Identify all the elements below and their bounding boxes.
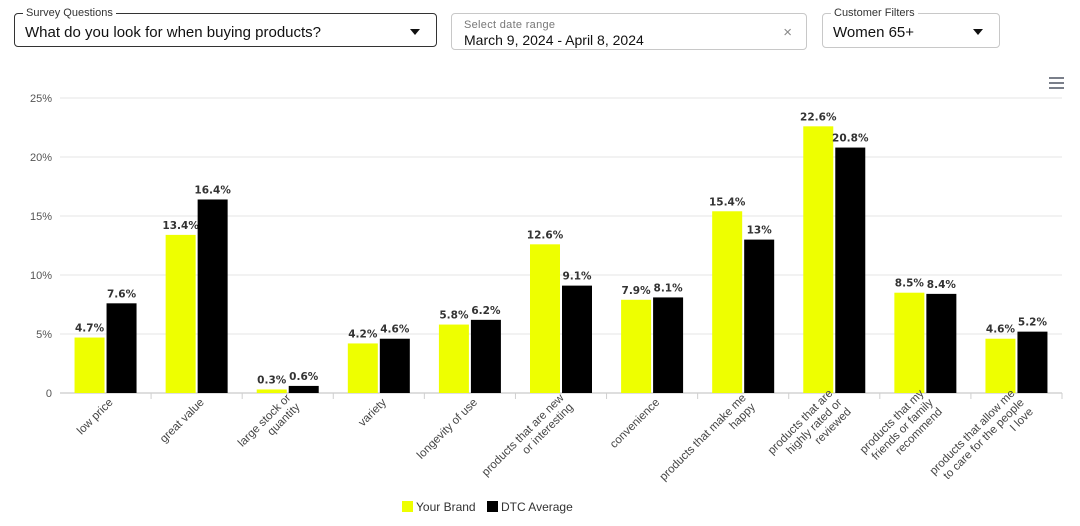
bar <box>562 285 592 393</box>
chevron-down-icon[interactable] <box>410 29 420 35</box>
date-range-label: Select date range <box>464 19 556 31</box>
bar <box>288 385 319 393</box>
customer-filters-label: Customer Filters <box>831 6 918 20</box>
x-tick-label: large stock orquantity <box>236 392 303 459</box>
x-tick-label: products that myfriends or familyrecomme… <box>858 387 945 474</box>
data-label: 13.4% <box>162 220 199 232</box>
survey-questions-label: Survey Questions <box>23 6 116 20</box>
data-label: 8.5% <box>895 278 925 290</box>
x-tick-label: variety <box>357 396 390 429</box>
x-tick-label: products that allow meto care for the pe… <box>928 388 1036 496</box>
data-label: 22.6% <box>800 111 837 123</box>
bar <box>165 234 196 393</box>
data-label: 13% <box>747 225 773 237</box>
bar <box>1017 331 1048 393</box>
y-tick-label: 25% <box>30 93 52 105</box>
x-tick-label-line: products that are new <box>480 392 567 479</box>
date-range-value: March 9, 2024 - April 8, 2024 <box>464 32 644 48</box>
x-tick-label-line: variety <box>357 396 390 429</box>
bar <box>347 343 378 393</box>
bar <box>803 126 834 393</box>
x-tick-label-line: longevity of use <box>415 397 480 462</box>
data-label: 5.8% <box>439 310 469 322</box>
data-label: 6.2% <box>471 305 501 317</box>
x-tick-label-line: convenience <box>608 397 662 451</box>
x-tick-label-line: low price <box>75 397 116 438</box>
legend-item-dtc-average[interactable]: DTC Average <box>486 500 573 514</box>
bar <box>256 389 287 393</box>
bar <box>197 199 228 393</box>
legend-item-your-brand[interactable]: Your Brand <box>402 500 476 514</box>
data-label: 7.6% <box>107 288 137 300</box>
bar <box>835 147 866 393</box>
bar <box>470 319 501 393</box>
data-label: 9.1% <box>562 271 592 283</box>
bar <box>106 303 137 393</box>
x-tick-label: longevity of use <box>415 397 480 462</box>
close-icon[interactable]: × <box>783 24 792 41</box>
data-label: 15.4% <box>709 196 746 208</box>
data-label: 12.6% <box>527 229 564 241</box>
bar <box>653 297 684 393</box>
y-tick-label: 20% <box>30 152 52 164</box>
x-tick-label: products that are newor interesting <box>480 392 576 488</box>
bar <box>926 293 957 393</box>
y-tick-label: 10% <box>30 270 52 282</box>
date-range-picker[interactable]: Select date range March 9, 2024 - April … <box>451 13 807 50</box>
bar <box>74 337 105 393</box>
data-label: 16.4% <box>194 184 231 196</box>
bar <box>744 239 775 393</box>
x-tick-label: convenience <box>608 397 662 451</box>
customer-filter-value: Women 65+ <box>833 24 915 41</box>
data-label: 8.1% <box>654 282 684 294</box>
y-tick-label: 5% <box>36 329 52 341</box>
x-tick-label-line: great value <box>158 397 207 446</box>
x-tick-label-line: products that allow me <box>928 388 1018 478</box>
data-label: 20.8% <box>832 133 869 145</box>
data-label: 7.9% <box>622 285 652 297</box>
legend-swatch-your-brand <box>402 501 413 512</box>
x-tick-label-line: to care for the people <box>941 397 1026 482</box>
bar <box>530 244 560 393</box>
legend-label-dtc-average: DTC Average <box>500 500 573 514</box>
data-label: 4.6% <box>986 324 1016 336</box>
bar <box>712 211 743 393</box>
data-label: 4.7% <box>75 323 105 335</box>
x-tick-label: low price <box>75 397 116 438</box>
customer-filters-select[interactable]: Customer Filters Women 65+ <box>822 6 1000 48</box>
data-label: 0.3% <box>257 374 287 386</box>
bar <box>379 338 410 393</box>
legend-label-your-brand: Your Brand <box>416 500 476 514</box>
data-label: 8.4% <box>927 279 957 291</box>
y-tick-label: 0 <box>46 388 52 400</box>
legend-swatch-dtc-average <box>486 501 498 512</box>
bar <box>438 324 469 393</box>
data-label: 5.2% <box>1018 317 1048 329</box>
survey-question-value: What do you look for when buying product… <box>25 24 322 41</box>
x-tick-label: products that arehighly rated orreviewed <box>766 388 854 476</box>
x-tick-label: products that make mehappy <box>658 392 759 493</box>
bar <box>985 338 1016 393</box>
x-tick-label-line: products that make me <box>658 392 749 483</box>
bar <box>894 292 925 393</box>
y-tick-label: 15% <box>30 211 52 223</box>
data-label: 4.2% <box>348 328 378 340</box>
data-label: 0.6% <box>289 371 319 383</box>
survey-questions-select[interactable]: Survey Questions What do you look for wh… <box>14 6 437 47</box>
bar <box>621 299 652 393</box>
data-label: 4.6% <box>380 324 410 336</box>
chart-legend: Your Brand DTC Average <box>402 500 581 514</box>
hamburger-menu-icon[interactable] <box>1049 77 1064 89</box>
chevron-down-icon[interactable] <box>973 29 983 35</box>
x-tick-label: great value <box>158 397 207 446</box>
